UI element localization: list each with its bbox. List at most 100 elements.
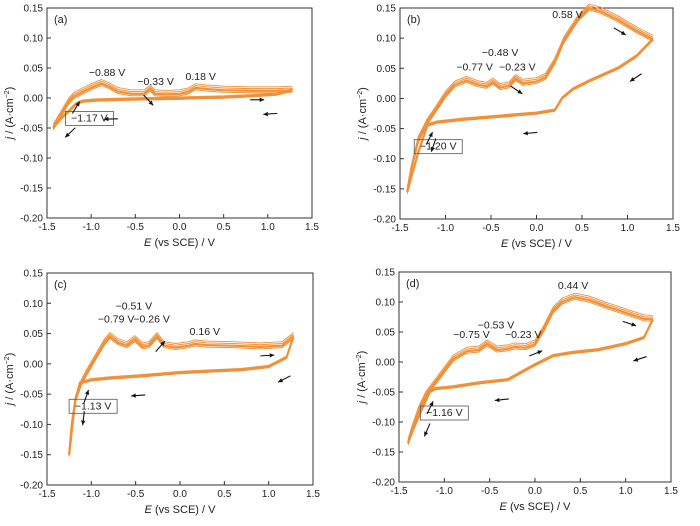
panel-label: (c) (54, 279, 67, 291)
peak-potential-label: 0.16 V (190, 326, 220, 338)
scan-direction-arrowhead (269, 353, 275, 358)
x-tick-label: 1.5 (664, 486, 678, 497)
anodic-scan-curve (68, 335, 295, 455)
anodic-scan-curve (52, 82, 293, 129)
y-tick-label: 0.15 (377, 4, 397, 15)
cathodic-scan-curve (52, 90, 293, 130)
panel-label: (a) (54, 14, 67, 26)
y-tick-label: -0.15 (373, 184, 396, 195)
boxed-potential-label: −1.16 V (426, 407, 463, 419)
peak-potential-label: 0.58 V (552, 9, 582, 21)
x-axis-label: E (vs SCE) / V (501, 238, 573, 250)
scan-direction-arrowhead (494, 397, 500, 403)
x-tick-label: 0.5 (217, 222, 231, 233)
x-tick-label: 0.5 (217, 489, 231, 500)
scan-direction-arrowhead (523, 131, 528, 136)
plot-frame (46, 272, 314, 486)
x-tick-label: 1.0 (261, 222, 275, 233)
y-tick-label: 0.05 (376, 328, 396, 339)
cathodic-scan-curve (52, 88, 293, 127)
cathodic-scan-curve (406, 38, 654, 193)
x-tick-label: -0.5 (482, 223, 500, 234)
panel-d: -1.5 -1.0 -0.5 0.0 0.5 1.0 1.5 0.15 0.10 0.05 0.00… (356, 268, 678, 514)
panel-label: (d) (406, 278, 419, 290)
scan-direction-arrowhead (103, 116, 109, 122)
y-tick-label: -0.20 (20, 481, 43, 492)
scan-direction-arrowhead (430, 146, 435, 152)
y-tick-label: 0.10 (376, 298, 396, 309)
x-tick-label: -1.0 (436, 486, 454, 497)
y-tick-label: -0.20 (373, 215, 396, 226)
peak-potential-label: −0.26 V (133, 314, 170, 326)
cathodic-scan-curve (68, 336, 295, 455)
anodic-scan-curve (407, 296, 653, 444)
peak-potential-label: −0.79 V (98, 314, 135, 326)
scan-direction-arrowhead (424, 431, 429, 437)
peak-potential-label: −0.53 V (478, 319, 515, 331)
anodic-scan-curve (406, 9, 654, 194)
anodic-scan-curve (407, 294, 653, 441)
potential-label-box (419, 405, 469, 421)
y-tick-label: 0.05 (24, 329, 44, 340)
cathodic-scan-curve (407, 319, 654, 444)
y-tick-label: 0.15 (24, 4, 44, 15)
scan-direction-arrowhead (259, 97, 265, 102)
cathodic-scan-curve (68, 337, 294, 456)
y-tick-label: 0.15 (376, 268, 396, 279)
y-tick-label: 0.15 (24, 269, 44, 280)
y-tick-label: -0.05 (373, 124, 396, 135)
scan-direction-arrowhead (131, 393, 136, 398)
scan-direction-arrowhead (160, 341, 165, 346)
x-axis-label: E (vs SCE) / V (144, 237, 216, 249)
panel-c: -1.5 -1.0 -0.5 0.0 0.5 1.0 1.5 0.15 0.10 0.05 0.00… (4, 269, 320, 517)
y-tick-label: -0.15 (20, 184, 43, 195)
x-tick-label: -1.5 (390, 486, 408, 497)
boxed-potential-label: −1.20 V (420, 141, 457, 153)
y-tick-label: -0.05 (372, 388, 395, 399)
x-axis-label: E (vs SCE) / V (500, 501, 572, 513)
anodic-scan-curve (68, 333, 294, 453)
peak-potential-label: −0.88 V (89, 67, 126, 79)
scan-direction-arrowhead (84, 389, 90, 395)
x-tick-label: 0.0 (530, 223, 544, 234)
scan-direction-arrowhead (620, 30, 626, 35)
cathodic-scan-curve (68, 334, 294, 454)
peak-potential-label: −0.48 V (482, 47, 519, 59)
y-tick-label: -0.15 (372, 448, 395, 459)
anodic-scan-curve (52, 80, 293, 127)
peak-potential-label: −0.75 V (453, 329, 490, 341)
scan-direction-arrowhead (263, 111, 268, 117)
y-tick-label: -0.05 (20, 390, 43, 401)
x-tick-label: -0.5 (481, 486, 499, 497)
scan-direction-arrowhead (629, 77, 635, 82)
y-tick-label: -0.20 (20, 214, 43, 225)
peak-potential-label: −0.23 V (499, 62, 536, 74)
scan-direction-arrowhead (429, 401, 434, 407)
potential-label-box (413, 139, 463, 155)
cathodic-scan-curve (52, 89, 293, 129)
x-tick-label: -0.5 (127, 489, 145, 500)
scan-direction-arrowhead (81, 420, 86, 426)
anodic-scan-curve (68, 338, 294, 457)
anodic-scan-curve (407, 292, 653, 440)
y-tick-label: -0.10 (20, 420, 43, 431)
y-tick-label: -0.10 (20, 154, 43, 165)
anodic-scan-curve (406, 3, 654, 188)
y-tick-label: 0.00 (376, 358, 396, 369)
scan-direction-arrowhead (65, 132, 70, 138)
anodic-scan-curve (52, 85, 293, 131)
potential-label-box (68, 398, 118, 414)
x-tick-label: 1.5 (306, 489, 320, 500)
y-axis-label: j / (A·cm−2) (357, 87, 369, 142)
cathodic-scan-curve (406, 37, 654, 191)
cathodic-scan-curve (68, 335, 294, 454)
anodic-scan-curve (52, 79, 293, 125)
scan-direction-arrowhead (537, 350, 543, 355)
peak-potential-label: 0.44 V (558, 280, 588, 292)
x-tick-label: 0.5 (573, 486, 587, 497)
y-tick-label: -0.20 (372, 478, 395, 489)
peak-potential-label: −0.51 V (116, 300, 153, 312)
y-tick-label: -0.15 (20, 450, 43, 461)
y-axis-label: j / (A·cm−2) (4, 353, 16, 408)
